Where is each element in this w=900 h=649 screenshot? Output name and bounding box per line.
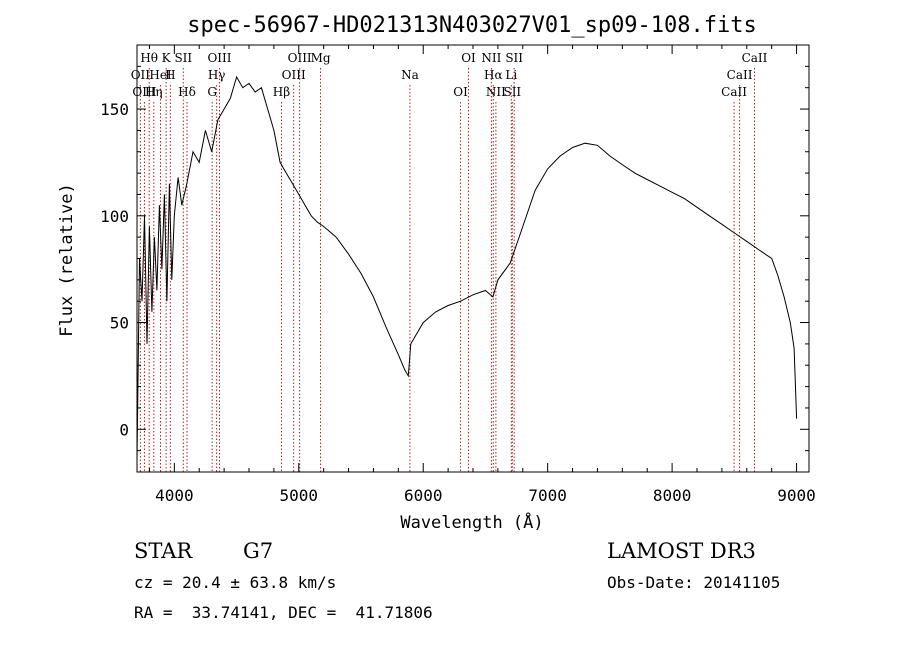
observation-date: Obs-Date: 20141105 [607, 573, 781, 592]
y-tick-label: 100 [100, 207, 129, 226]
emission-line-label: OIII [282, 68, 306, 82]
object-subclass: G7 [243, 539, 274, 563]
emission-line-label: Na [401, 68, 419, 82]
object-type: STAR [134, 539, 193, 563]
emission-line-label: Hγ [208, 68, 226, 82]
emission-line-label: Hα [484, 68, 503, 82]
emission-line-label: Hθ [140, 51, 158, 65]
emission-line-label: K [162, 51, 172, 65]
emission-line-label: SII [174, 51, 192, 65]
emission-line-label: SII [505, 51, 523, 65]
y-tick-label: 150 [100, 100, 129, 119]
survey-name: LAMOST DR3 [607, 539, 756, 563]
emission-line-label: OIII [288, 51, 312, 65]
y-axis-label: Flux (relative) [57, 183, 77, 337]
emission-line-markers [139, 68, 755, 472]
spectrum-line [136, 75, 798, 462]
emission-line-label: NII [481, 51, 501, 65]
x-tick-label: 6000 [404, 486, 443, 505]
coordinates: RA = 33.74141, DEC = 41.71806 [134, 603, 433, 622]
emission-line-label: OIII [132, 85, 156, 99]
x-tick-label: 5000 [280, 486, 319, 505]
y-axis-ticks: 0 50 100 150 [100, 65, 809, 452]
x-axis-ticks: 4000 5000 6000 7000 8000 9000 [148, 45, 816, 505]
emission-line-label: Li [505, 68, 517, 82]
emission-line-label: Mg [311, 51, 331, 65]
plot-frame [136, 44, 810, 473]
emission-line-label: G [207, 85, 217, 99]
emission-line-label: OII [131, 68, 151, 82]
x-tick-label: 9000 [777, 486, 816, 505]
emission-line-label: CaII [721, 85, 747, 99]
emission-line-label: OI [453, 85, 468, 99]
chart-title: spec-56967-HD021313N403027V01_sp09-108.f… [187, 13, 757, 38]
emission-line-label: SII [503, 85, 521, 99]
y-tick-label: 50 [110, 314, 129, 333]
x-axis-label: Wavelength (Å) [400, 511, 543, 533]
emission-line-label: Hβ [273, 85, 290, 99]
emission-line-label: CaII [727, 68, 753, 82]
y-tick-label: 0 [119, 420, 129, 439]
x-tick-label: 8000 [653, 486, 692, 505]
redshift-value: cz = 20.4 ± 63.8 km/s [134, 573, 337, 592]
emission-line-label: HeI [149, 68, 172, 82]
emission-line-label: OIII [207, 51, 231, 65]
x-tick-label: 4000 [155, 486, 194, 505]
emission-line-label: Hη [145, 85, 163, 99]
emission-line-label: Hδ [178, 85, 196, 99]
x-tick-label: 7000 [528, 486, 567, 505]
emission-line-label: OI [461, 51, 476, 65]
emission-line-label: CaII [742, 51, 768, 65]
emission-line-label: NII [486, 85, 506, 99]
emission-line-labels: Hθ OII OIII K HeI Hη SII HHδ OIII Hγ G OIII OIII Hβ Mg… [131, 51, 768, 99]
emission-line-label: H [165, 68, 175, 82]
